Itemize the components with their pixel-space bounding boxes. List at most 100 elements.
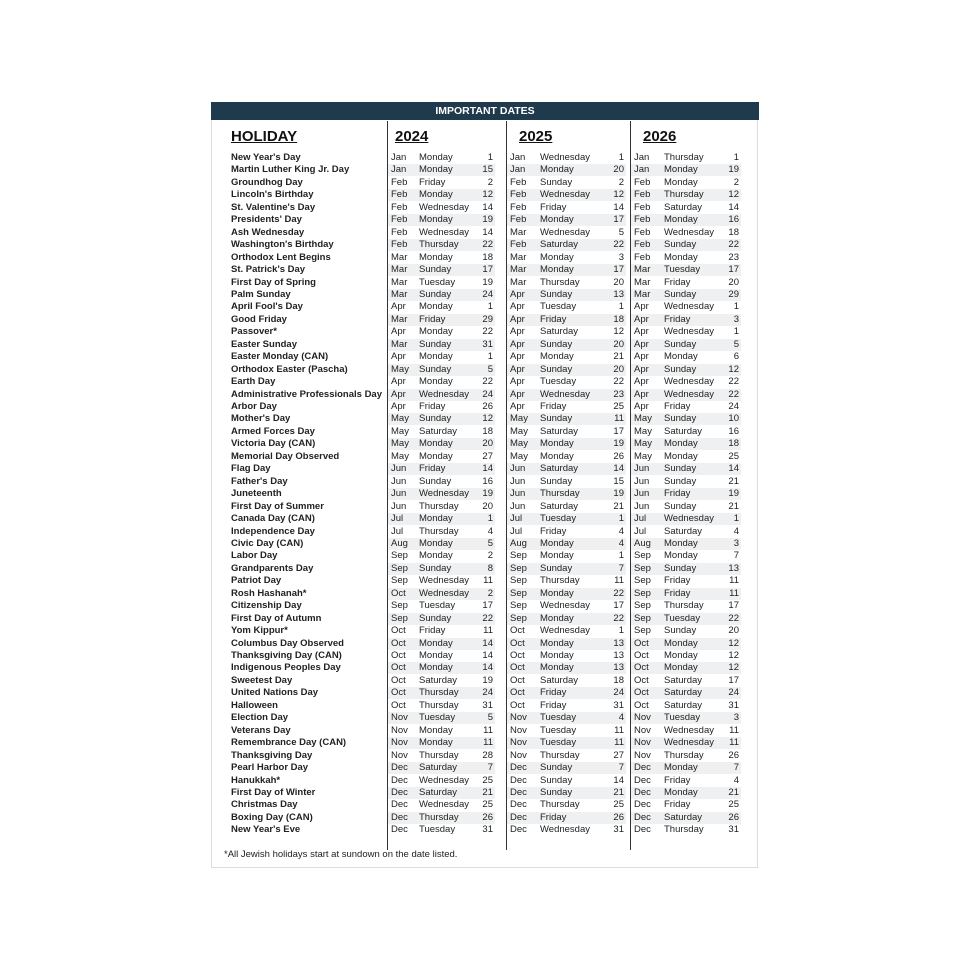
weekday: Sunday bbox=[540, 562, 573, 574]
holiday-name: Memorial Day Observed bbox=[231, 450, 340, 462]
weekday: Monday bbox=[664, 537, 698, 549]
day: 21 bbox=[728, 786, 739, 798]
month: Oct bbox=[634, 662, 649, 674]
weekday: Friday bbox=[540, 811, 567, 823]
weekday: Wednesday bbox=[540, 189, 590, 201]
weekday: Friday bbox=[419, 463, 446, 475]
day: 14 bbox=[482, 201, 493, 213]
weekday: Sunday bbox=[419, 562, 452, 574]
weekday: Monday bbox=[540, 214, 574, 226]
weekday: Monday bbox=[664, 786, 698, 798]
holiday-name: Rosh Hashanah* bbox=[231, 587, 307, 599]
row-stripe bbox=[388, 612, 495, 625]
weekday: Saturday bbox=[540, 500, 579, 512]
month: Jan bbox=[634, 164, 650, 176]
month: Jun bbox=[391, 475, 407, 487]
month: Sep bbox=[510, 612, 527, 624]
weekday: Thursday bbox=[540, 799, 580, 811]
row-stripe bbox=[388, 288, 495, 301]
day: 15 bbox=[613, 475, 624, 487]
row-stripe bbox=[631, 239, 741, 252]
month: Oct bbox=[391, 674, 406, 686]
month: Jun bbox=[510, 463, 526, 475]
month: Oct bbox=[391, 650, 406, 661]
day: 22 bbox=[613, 587, 624, 599]
day: 31 bbox=[613, 824, 624, 836]
day: 4 bbox=[618, 712, 624, 724]
weekday: Sunday bbox=[419, 413, 452, 425]
weekday: Wednesday bbox=[419, 799, 469, 811]
weekday: Saturday bbox=[664, 425, 703, 437]
row-stripe bbox=[507, 438, 626, 451]
row-stripe bbox=[507, 288, 626, 301]
row-stripe bbox=[388, 587, 495, 600]
day: 12 bbox=[728, 650, 739, 661]
weekday: Friday bbox=[419, 401, 446, 412]
day: 22 bbox=[728, 612, 739, 624]
weekday: Monday bbox=[419, 513, 453, 525]
row-stripe bbox=[631, 587, 741, 600]
day: 22 bbox=[482, 326, 493, 338]
month: Oct bbox=[510, 650, 525, 661]
weekday: Tuesday bbox=[419, 600, 456, 612]
holiday-name: Citizenship Day bbox=[231, 600, 302, 612]
day: 25 bbox=[728, 450, 739, 462]
month: Apr bbox=[391, 388, 406, 400]
row-stripe bbox=[631, 488, 741, 501]
day: 19 bbox=[728, 164, 739, 176]
row-stripe bbox=[388, 164, 495, 177]
row-stripe bbox=[507, 214, 626, 227]
month: Apr bbox=[634, 301, 649, 313]
month: Sep bbox=[634, 575, 651, 587]
day: 5 bbox=[487, 363, 493, 375]
weekday: Monday bbox=[540, 450, 574, 462]
month: Dec bbox=[510, 774, 527, 786]
month: Feb bbox=[634, 176, 651, 188]
holiday-name: Flag Day bbox=[231, 463, 271, 475]
month: Sep bbox=[634, 612, 651, 624]
day: 3 bbox=[733, 712, 739, 724]
weekday: Wednesday bbox=[419, 774, 469, 786]
month: Mar bbox=[510, 276, 527, 288]
row-stripe bbox=[507, 537, 626, 550]
weekday: Monday bbox=[419, 152, 453, 163]
month: Feb bbox=[634, 201, 651, 213]
row-stripe bbox=[507, 712, 626, 725]
day: 14 bbox=[613, 463, 624, 475]
weekday: Monday bbox=[419, 214, 453, 226]
weekday: Wednesday bbox=[664, 724, 714, 736]
day: 12 bbox=[613, 189, 624, 201]
holiday-name: Thanksgiving Day bbox=[231, 749, 313, 761]
month: Jul bbox=[391, 525, 404, 537]
weekday: Monday bbox=[664, 550, 698, 562]
holiday-name: Yom Kippur* bbox=[231, 625, 288, 637]
day: 1 bbox=[487, 301, 493, 313]
weekday: Friday bbox=[664, 313, 691, 325]
row-stripe bbox=[507, 687, 626, 700]
holiday-name: First Day of Spring bbox=[231, 276, 316, 288]
row-stripe bbox=[507, 413, 626, 426]
month: Oct bbox=[510, 687, 525, 699]
day: 22 bbox=[613, 612, 624, 624]
day: 21 bbox=[613, 500, 624, 512]
day: 25 bbox=[613, 401, 624, 412]
row-stripe bbox=[388, 239, 495, 252]
row-stripe bbox=[507, 562, 626, 575]
weekday: Thursday bbox=[419, 749, 459, 761]
row-stripe bbox=[631, 687, 741, 700]
row-stripe bbox=[507, 189, 626, 202]
month: Jul bbox=[391, 513, 404, 525]
row-stripe bbox=[388, 214, 495, 227]
weekday: Sunday bbox=[419, 363, 452, 375]
month: Feb bbox=[391, 189, 408, 201]
month: Apr bbox=[634, 351, 649, 363]
month: Dec bbox=[510, 762, 527, 774]
day: 13 bbox=[728, 562, 739, 574]
month: Mar bbox=[391, 288, 408, 300]
day: 29 bbox=[728, 288, 739, 300]
weekday: Friday bbox=[664, 401, 691, 412]
month: Dec bbox=[510, 786, 527, 798]
row-stripe bbox=[388, 786, 495, 799]
column-header: HOLIDAY bbox=[231, 128, 298, 145]
month: Dec bbox=[391, 774, 408, 786]
